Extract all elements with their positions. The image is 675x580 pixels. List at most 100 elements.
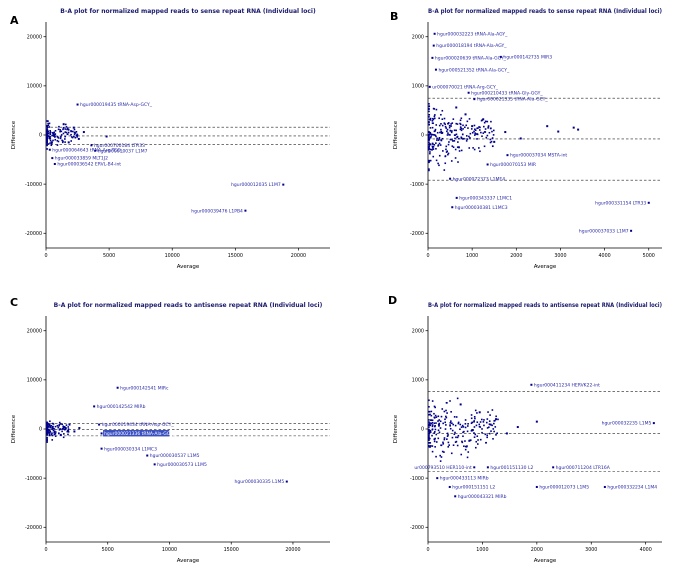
scatter-point	[47, 429, 50, 432]
scatter-point	[446, 435, 449, 437]
scatter-point	[468, 147, 471, 149]
scatter-point	[448, 141, 450, 143]
scatter-point	[433, 416, 436, 419]
scatter-point	[51, 157, 54, 160]
scatter-point	[467, 451, 470, 453]
scatter-point	[433, 440, 436, 443]
scatter-point	[453, 140, 456, 142]
scatter-point	[153, 463, 156, 466]
scatter-point	[438, 419, 441, 421]
scatter-point	[432, 117, 434, 120]
scatter-point	[65, 424, 68, 426]
scatter-point	[46, 134, 48, 137]
scatter-point	[484, 128, 487, 130]
scatter-point	[455, 106, 458, 109]
scatter-point	[449, 138, 452, 141]
scatter-point	[56, 424, 59, 427]
y-tick-label: 1000	[412, 84, 424, 90]
scatter-point	[429, 152, 431, 155]
point-label: hgur000030381 L1MC3	[455, 205, 508, 211]
scatter-point	[76, 133, 78, 136]
y-tick-label: -20000	[25, 231, 42, 237]
scatter-point	[428, 130, 430, 133]
scatter-point	[46, 124, 48, 127]
scatter-point	[434, 437, 436, 440]
x-tick-label: 5000	[643, 253, 655, 259]
scatter-point	[64, 131, 67, 133]
panel-d-scatter-chart: B-A plot for normalized mapped reads to …	[393, 302, 662, 564]
scatter-point	[429, 429, 432, 432]
x-tick-label: 0	[44, 253, 47, 259]
scatter-point	[472, 147, 474, 149]
scatter-point	[54, 425, 57, 428]
scatter-point	[54, 435, 57, 437]
scatter-point	[448, 485, 451, 488]
scatter-point	[439, 131, 441, 134]
scatter-point	[63, 433, 65, 435]
scatter-point	[493, 430, 495, 433]
scatter-point	[468, 439, 471, 442]
scatter-point	[62, 428, 65, 430]
scatter-point	[51, 134, 54, 137]
point-label: hgur000711204 LTR16A	[556, 465, 611, 471]
scatter-point	[446, 438, 448, 440]
scatter-point	[46, 120, 48, 122]
scatter-point	[453, 433, 456, 436]
scatter-point	[66, 128, 69, 130]
scatter-point	[464, 426, 467, 429]
scatter-point	[439, 427, 442, 429]
scatter-point	[488, 432, 491, 435]
scatter-point	[546, 125, 549, 128]
scatter-point	[437, 144, 440, 146]
scatter-point	[49, 133, 52, 136]
scatter-point	[73, 430, 76, 433]
point-label: hgur000012073 L1M5	[539, 485, 589, 491]
scatter-point	[442, 441, 444, 444]
scatter-point	[470, 414, 473, 416]
scatter-point	[450, 123, 452, 125]
x-tick-label: 3000	[585, 547, 597, 553]
scatter-point	[444, 428, 447, 430]
scatter-point	[48, 424, 51, 427]
scatter-point	[67, 433, 69, 436]
scatter-point	[53, 135, 55, 137]
scatter-point	[535, 420, 538, 423]
scatter-point	[445, 424, 447, 426]
scatter-point	[603, 485, 606, 488]
scatter-point	[438, 117, 440, 120]
scatter-point	[469, 132, 472, 135]
point-label: hgur000032223 tRNA-Ala-AGY_	[437, 31, 508, 37]
scatter-point	[462, 431, 464, 434]
scatter-point	[47, 431, 50, 433]
scatter-point	[483, 419, 485, 421]
y-tick-label: 10000	[27, 84, 42, 90]
panel-label-a: A	[10, 14, 19, 27]
scatter-point	[52, 423, 55, 425]
scatter-point	[62, 132, 65, 135]
scatter-point	[428, 108, 430, 110]
chart-title: B-A plot for normalized mapped reads to …	[428, 302, 662, 309]
scatter-point	[460, 149, 463, 152]
scatter-point	[105, 135, 108, 138]
scatter-point	[492, 438, 494, 440]
scatter-point	[447, 434, 449, 436]
scatter-point	[432, 145, 435, 148]
scatter-point	[441, 131, 444, 134]
point-label: hgur000072373 L1ME4	[453, 176, 506, 182]
scatter-point	[432, 122, 434, 125]
scatter-point	[485, 136, 488, 139]
scatter-point	[491, 409, 494, 411]
scatter-point	[75, 134, 78, 137]
x-axis-label: Average	[177, 264, 200, 270]
scatter-point	[48, 136, 51, 138]
point-label: hgur000036542 ERVL-B4-int	[57, 162, 121, 168]
scatter-point	[56, 135, 59, 138]
scatter-point	[470, 417, 473, 420]
scatter-point	[476, 127, 478, 130]
scatter-point	[51, 427, 53, 429]
scatter-point	[48, 126, 51, 128]
scatter-point	[482, 132, 485, 134]
x-axis-label: Average	[534, 558, 557, 564]
scatter-point	[46, 133, 48, 135]
scatter-point	[451, 130, 453, 132]
